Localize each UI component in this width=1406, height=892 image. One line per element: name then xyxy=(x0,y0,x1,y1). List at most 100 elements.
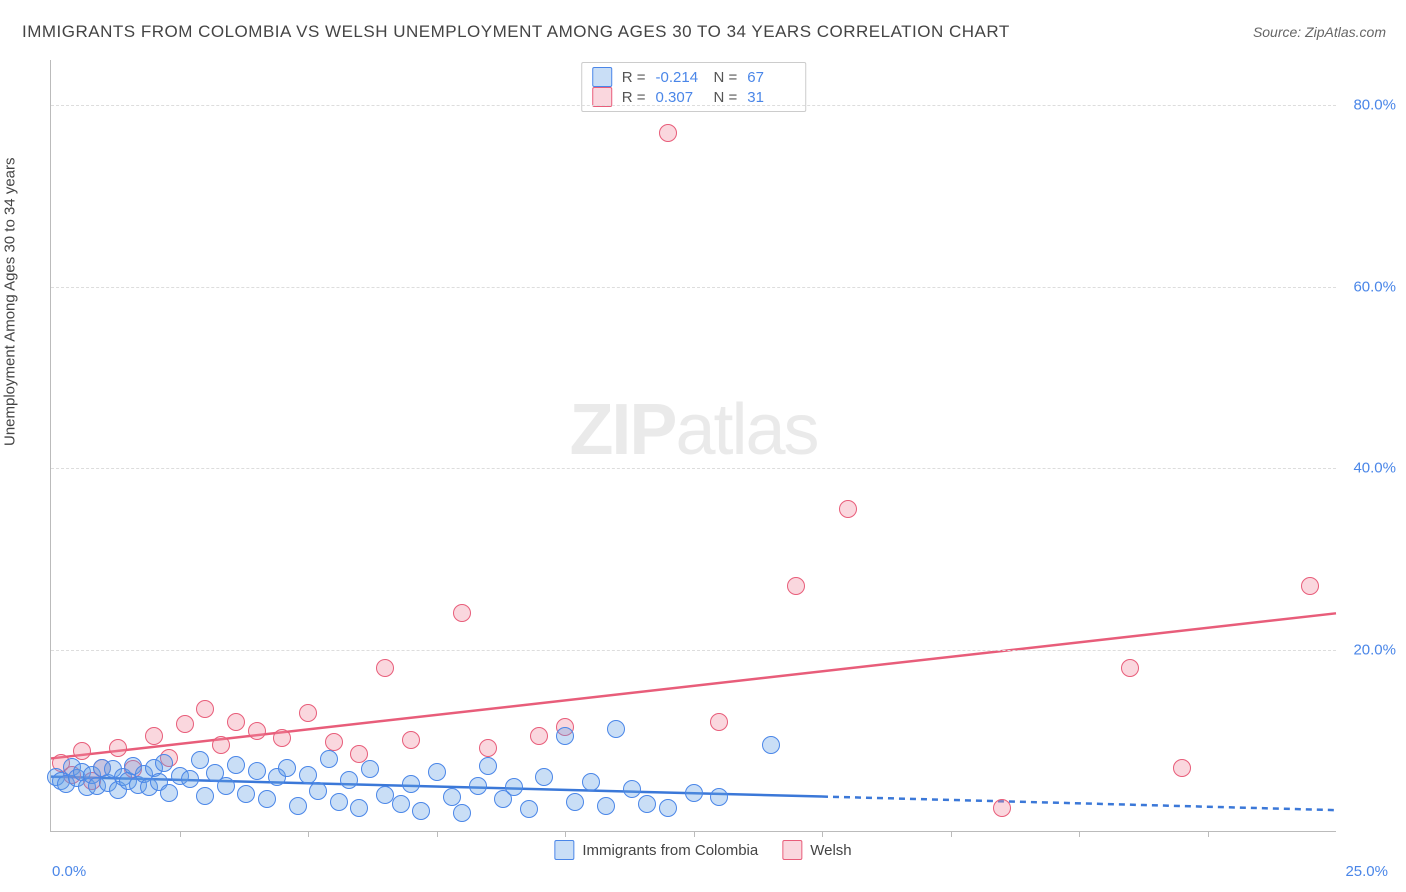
r-value-pink: 0.307 xyxy=(656,89,704,106)
yaxis-label: Unemployment Among Ages 30 to 34 years xyxy=(2,157,19,446)
point-blue xyxy=(392,795,410,813)
point-blue xyxy=(155,754,173,772)
point-blue xyxy=(258,790,276,808)
trendlines-svg xyxy=(51,60,1336,831)
xtick xyxy=(1208,831,1209,837)
point-blue xyxy=(428,763,446,781)
xtick xyxy=(308,831,309,837)
point-blue xyxy=(217,777,235,795)
stats-row-pink: R = 0.307 N = 31 xyxy=(592,87,796,107)
legend-label-blue: Immigrants from Colombia xyxy=(582,842,758,859)
point-blue xyxy=(299,766,317,784)
r-label: R = xyxy=(622,89,646,106)
point-pink xyxy=(993,799,1011,817)
point-blue xyxy=(330,793,348,811)
point-blue xyxy=(535,768,553,786)
stats-row-blue: R = -0.214 N = 67 xyxy=(592,67,796,87)
source-label: Source: ZipAtlas.com xyxy=(1253,24,1386,40)
point-pink xyxy=(1301,577,1319,595)
point-blue xyxy=(469,777,487,795)
point-pink xyxy=(227,713,245,731)
point-blue xyxy=(340,771,358,789)
xaxis-label-max: 25.0% xyxy=(1345,863,1388,880)
legend-swatch-blue xyxy=(554,840,574,860)
xtick xyxy=(951,831,952,837)
gridline xyxy=(51,287,1336,288)
point-blue xyxy=(412,802,430,820)
point-pink xyxy=(1173,759,1191,777)
ytick-label: 80.0% xyxy=(1341,97,1396,114)
point-blue xyxy=(710,788,728,806)
point-pink xyxy=(176,715,194,733)
xtick xyxy=(694,831,695,837)
point-blue xyxy=(556,727,574,745)
xtick xyxy=(822,831,823,837)
r-value-blue: -0.214 xyxy=(656,69,704,86)
point-pink xyxy=(479,739,497,757)
point-blue xyxy=(402,775,420,793)
point-blue xyxy=(638,795,656,813)
point-pink xyxy=(109,739,127,757)
n-value-pink: 31 xyxy=(747,89,795,106)
point-blue xyxy=(453,804,471,822)
point-blue xyxy=(248,762,266,780)
xtick xyxy=(180,831,181,837)
point-pink xyxy=(530,727,548,745)
point-pink xyxy=(402,731,420,749)
n-label: N = xyxy=(714,89,738,106)
point-pink xyxy=(145,727,163,745)
legend-swatch-pink xyxy=(782,840,802,860)
xtick xyxy=(565,831,566,837)
point-blue xyxy=(361,760,379,778)
point-pink xyxy=(73,742,91,760)
point-pink xyxy=(248,722,266,740)
point-blue xyxy=(191,751,209,769)
point-blue xyxy=(479,757,497,775)
point-blue xyxy=(762,736,780,754)
point-blue xyxy=(309,782,327,800)
legend-label-pink: Welsh xyxy=(810,842,851,859)
point-blue xyxy=(278,759,296,777)
trendline xyxy=(51,613,1336,758)
point-blue xyxy=(196,787,214,805)
point-blue xyxy=(227,756,245,774)
point-blue xyxy=(237,785,255,803)
point-blue xyxy=(350,799,368,817)
bottom-legend: Immigrants from Colombia Welsh xyxy=(554,840,851,860)
swatch-blue xyxy=(592,67,612,87)
legend-item-pink: Welsh xyxy=(782,840,851,860)
ytick-label: 40.0% xyxy=(1341,460,1396,477)
point-blue xyxy=(505,778,523,796)
gridline xyxy=(51,468,1336,469)
point-blue xyxy=(320,750,338,768)
point-blue xyxy=(520,800,538,818)
gridline xyxy=(51,650,1336,651)
point-pink xyxy=(273,729,291,747)
point-blue xyxy=(160,784,178,802)
plot-area: ZIPatlas R = -0.214 N = 67 R = 0.307 N =… xyxy=(50,60,1336,832)
n-value-blue: 67 xyxy=(747,69,795,86)
xtick xyxy=(437,831,438,837)
point-pink xyxy=(453,604,471,622)
point-pink xyxy=(196,700,214,718)
point-blue xyxy=(289,797,307,815)
point-blue xyxy=(623,780,641,798)
trendline xyxy=(822,797,1336,811)
point-pink xyxy=(325,733,343,751)
point-blue xyxy=(597,797,615,815)
point-pink xyxy=(839,500,857,518)
point-pink xyxy=(787,577,805,595)
point-pink xyxy=(212,736,230,754)
point-blue xyxy=(181,770,199,788)
point-pink xyxy=(299,704,317,722)
point-blue xyxy=(685,784,703,802)
point-pink xyxy=(710,713,728,731)
xtick xyxy=(1079,831,1080,837)
ytick-label: 60.0% xyxy=(1341,278,1396,295)
point-pink xyxy=(659,124,677,142)
point-pink xyxy=(1121,659,1139,677)
chart-title: IMMIGRANTS FROM COLOMBIA VS WELSH UNEMPL… xyxy=(22,22,1010,42)
gridline xyxy=(51,105,1336,106)
point-blue xyxy=(582,773,600,791)
r-label: R = xyxy=(622,69,646,86)
